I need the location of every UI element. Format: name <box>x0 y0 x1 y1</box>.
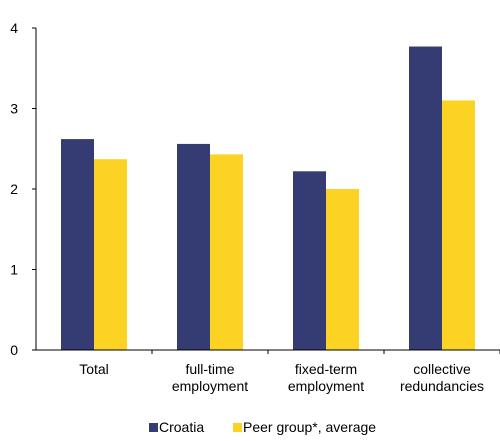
x-tick-label-line: employment <box>172 378 248 394</box>
plot-area <box>61 46 475 350</box>
y-tick-label: 1 <box>10 262 18 278</box>
legend-label-1: Peer group*, average <box>243 419 376 435</box>
x-tick-label-line: collective <box>413 361 471 377</box>
bar-croatia-1 <box>177 143 210 350</box>
y-tick-label: 3 <box>10 101 18 117</box>
y-axis: 0 1 2 3 4 <box>10 20 37 358</box>
y-tick-label: 4 <box>10 20 18 36</box>
y-tick-label: 2 <box>10 181 18 197</box>
x-tick-label: Total <box>79 361 109 377</box>
x-tick-label: full-time employment <box>172 361 248 394</box>
bar-peer-group-average-0 <box>94 159 127 350</box>
bar-peer-group-average-3 <box>442 100 475 350</box>
bar-peer-group-average-1 <box>210 154 243 350</box>
x-tick-label-line: Total <box>79 361 109 377</box>
legend-label-0: Croatia <box>159 419 204 435</box>
x-tick-label: fixed-term employment <box>288 361 364 394</box>
x-tick-label-line: full-time <box>185 361 234 377</box>
x-tick-label: collective redundancies <box>400 361 484 394</box>
legend-swatch-1 <box>233 423 242 432</box>
bar-peer-group-average-2 <box>326 189 359 350</box>
y-tick-label: 0 <box>10 342 18 358</box>
legend-swatch-0 <box>149 423 158 432</box>
x-tick-label-line: redundancies <box>400 378 484 394</box>
x-tick-label-line: fixed-term <box>295 361 357 377</box>
x-tick-label-line: employment <box>288 378 364 394</box>
bar-croatia-0 <box>61 139 94 350</box>
legend: Croatia Peer group*, average <box>149 419 376 435</box>
bar-croatia-3 <box>409 46 442 350</box>
bar-croatia-2 <box>293 171 326 350</box>
